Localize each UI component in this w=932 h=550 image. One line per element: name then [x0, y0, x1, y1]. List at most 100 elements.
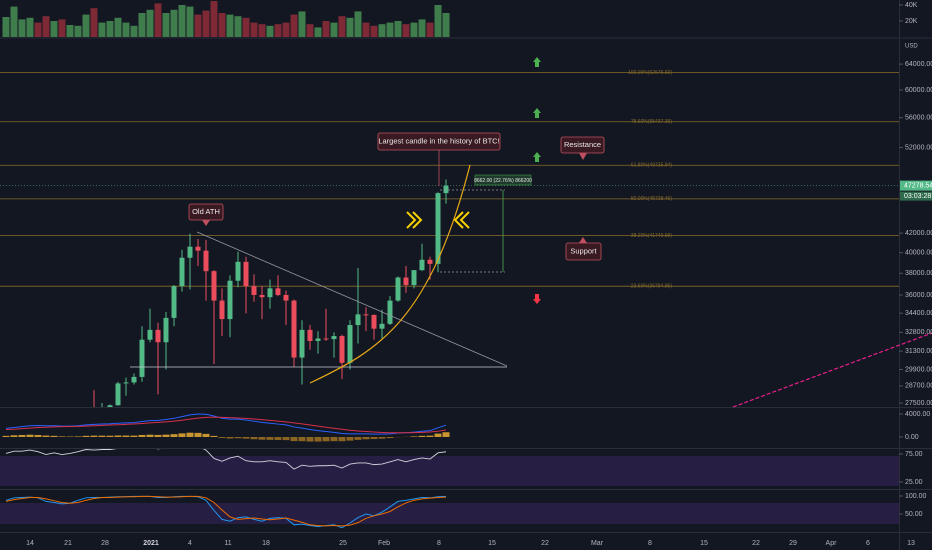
candle-body: [275, 288, 281, 295]
y-tick-label: 4000.00: [905, 411, 930, 418]
y-tick-label: 42000.00: [905, 230, 932, 237]
volume-bar: [426, 22, 434, 37]
candle-body: [403, 277, 409, 286]
chevron: [412, 211, 423, 229]
chevron: [459, 211, 470, 229]
macd-histogram-bar: [274, 436, 282, 440]
macd-histogram-bar: [218, 436, 226, 438]
fib-label: 38.20%(41740.99): [631, 233, 672, 239]
candle-body: [315, 338, 321, 341]
volume-bar: [362, 22, 370, 37]
candle-body: [107, 405, 113, 407]
macd-histogram-bar: [378, 436, 386, 439]
volume-bar: [306, 24, 314, 37]
volume-bar: [42, 16, 50, 37]
candle-body: [179, 257, 185, 287]
y-tick-label: 60000.00: [905, 87, 932, 94]
macd-histogram-bar: [418, 435, 426, 437]
volume-bar: [218, 13, 226, 37]
volume-bar: [234, 16, 242, 37]
x-tick-label: Mar: [591, 540, 604, 547]
macd-histogram-bar: [306, 436, 314, 442]
candle-body: [235, 261, 241, 281]
volume-bar: [18, 19, 26, 37]
volume-bar: [90, 8, 98, 37]
candle-body: [371, 314, 377, 329]
macd-histogram-bar: [42, 435, 50, 437]
volume-bar: [178, 5, 186, 37]
candle-body: [419, 259, 425, 271]
macd-histogram-bar: [170, 434, 178, 437]
fib-label: 61.80%(49735.94): [631, 163, 672, 169]
volume-bar: [402, 24, 410, 37]
volume-bar: [338, 16, 346, 37]
macd-histogram-bar: [426, 435, 434, 437]
y-tick-label: 27500.00: [905, 400, 932, 407]
x-tick-label: 22: [752, 540, 760, 547]
x-tick-label: 15: [700, 540, 708, 547]
volume-bar: [378, 24, 386, 37]
x-tick-label: 29: [789, 540, 797, 547]
macd-histogram-bar: [242, 436, 250, 439]
volume-bar: [314, 27, 322, 37]
candle-body: [203, 250, 209, 272]
y-tick-label: 50.00: [905, 511, 923, 518]
x-tick-label: 14: [26, 540, 34, 547]
fib-label: 23.60%(36794.95): [631, 284, 672, 290]
candle-body: [363, 314, 369, 316]
drawings: 8662.00 (22.76%) 866200 Largest candle i…: [130, 57, 932, 408]
callout-box: [560, 136, 605, 154]
volume-bar: [274, 24, 282, 37]
y-tick-label: 0.00: [905, 434, 919, 441]
macd-histogram-bar: [106, 435, 114, 437]
candle-body: [187, 246, 193, 258]
fib-label: 78.60%(55437.35): [631, 119, 672, 125]
x-tick-label: 2021: [143, 540, 159, 547]
candle-body: [251, 286, 257, 295]
volume-bar: [138, 13, 146, 37]
fib-label: 100.00%(62676.92): [628, 70, 672, 76]
x-tick-label: 11: [224, 540, 231, 547]
macd-histogram-bar: [74, 436, 82, 437]
macd-histogram-bar: [58, 436, 66, 437]
candle-body: [307, 329, 313, 341]
x-tick-label: 4: [188, 540, 192, 547]
x-tick-label: 21: [64, 540, 72, 547]
volume-bar: [242, 17, 250, 37]
volume-bar: [146, 9, 154, 38]
candle-body: [147, 329, 153, 340]
candle-body: [259, 294, 265, 298]
candle-body: [227, 280, 233, 320]
y-tick-label: 28700.00: [905, 383, 932, 390]
macd-histogram-bar: [234, 436, 242, 439]
x-tick-label: 8: [437, 540, 441, 547]
volume-bar: [162, 13, 170, 37]
y-tick-label: 40K: [905, 2, 918, 9]
y-tick-label: 36000.00: [905, 292, 932, 299]
volume-bar: [10, 6, 18, 37]
candle-body: [155, 329, 161, 343]
macd-histogram-bar: [82, 435, 90, 437]
macd-histogram-bar: [322, 436, 330, 442]
candle-body: [395, 277, 401, 301]
candle-body: [163, 317, 169, 343]
countdown-box: [900, 191, 932, 201]
pane: [5, 495, 447, 529]
pink-line: [732, 332, 932, 408]
macd-histogram-bar: [202, 433, 210, 437]
volume-bar: [202, 10, 210, 38]
candle-body: [331, 336, 337, 340]
macd-histogram-bar: [386, 436, 394, 439]
candle-body: [323, 338, 329, 340]
measure-label: 8662.00 (22.76%) 866200: [474, 178, 532, 184]
macd-histogram-bar: [434, 433, 442, 437]
annotation: Largest candle in the history of BTC!: [378, 136, 499, 145]
volume-bar: [50, 21, 58, 37]
candle-body: [299, 329, 305, 358]
macd-histogram-bar: [2, 435, 10, 437]
parabolic-curve: [309, 164, 471, 384]
candle-body: [115, 383, 121, 406]
volume-bar: [282, 22, 290, 37]
volume-bar: [250, 22, 258, 37]
volume-bar: [66, 25, 74, 37]
